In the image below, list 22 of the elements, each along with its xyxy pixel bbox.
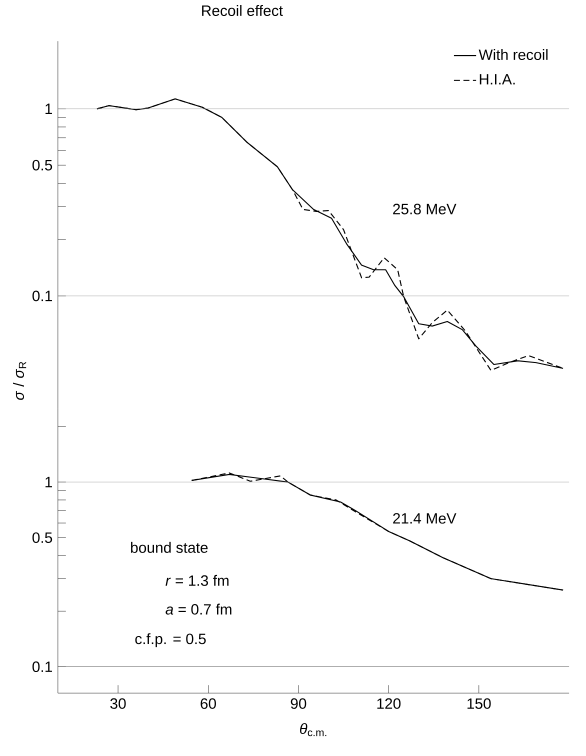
y-tick-label: 1 <box>46 476 52 488</box>
annotation: r = 1.3 fm <box>166 574 228 586</box>
x-axis-title: θ$_{c.m.}$ <box>300 723 326 736</box>
x-tick-label: 60 <box>200 698 216 709</box>
legend-label: H.I.A. <box>480 74 515 84</box>
y-tick-label: 0.5 <box>32 160 52 170</box>
annotation: c.f.p. = 0.5 <box>135 633 206 648</box>
x-tick-label: 150 <box>468 698 491 709</box>
y-tick-label: 0.5 <box>32 532 52 543</box>
x-tick-label: 30 <box>110 698 126 709</box>
annotation: bound state <box>131 542 208 553</box>
y-tick-label: 0.1 <box>32 290 52 302</box>
y-axis-title: σ / σ$_{R}$ <box>13 362 26 400</box>
annotation: 21.4 MeV <box>393 513 456 524</box>
annotation: a = 0.7 fm <box>166 604 232 615</box>
annotation: 25.8 MeV <box>393 204 456 214</box>
chart-title: Recoil effect <box>202 4 283 16</box>
y-tick-label: 1 <box>46 104 52 114</box>
legend-label: With recoil <box>478 49 548 60</box>
y-tick-label: 0.1 <box>32 661 52 672</box>
x-tick-label: 90 <box>290 698 306 709</box>
x-tick-label: 120 <box>377 698 401 709</box>
